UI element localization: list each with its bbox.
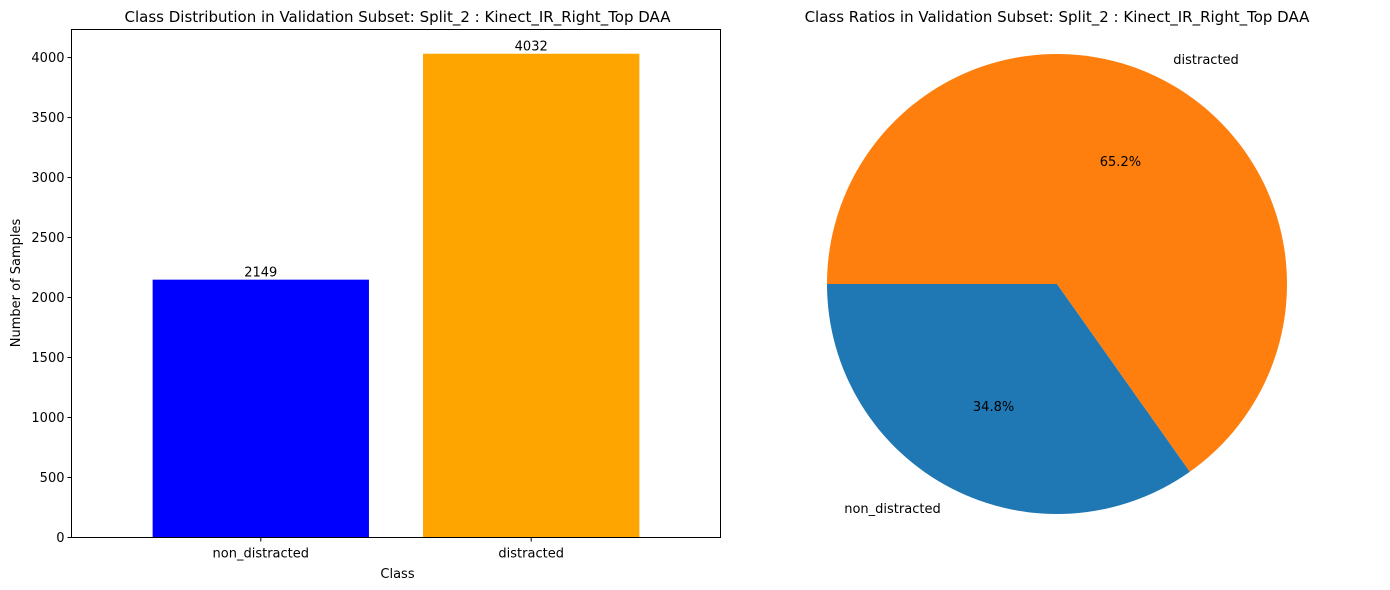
bar-value-label: 2149 [244,266,277,281]
x-tick-label: distracted [498,547,564,562]
x-tick-label: non_distracted [213,547,309,562]
x-axis-ticks: non_distracted distracted [213,537,564,562]
bar-non_distracted [152,279,369,538]
pie-category-label: distracted [1173,53,1239,68]
pie-pct-label: 34.8% [973,400,1014,415]
x-axis-label: Class [380,567,414,582]
y-tick-label: 3500 [31,111,64,126]
pie-labels: 34.8% non_distracted 65.2% distracted [844,53,1239,517]
pie-slice-non_distracted [827,284,1190,514]
pie-slice-distracted [827,53,1287,472]
y-tick-label: 4000 [31,51,64,66]
y-tick-label: 1000 [31,411,64,426]
y-tick-label: 2000 [31,291,64,306]
y-axis-label: Number of Samples [9,219,24,348]
y-tick-label: 2500 [31,231,64,246]
y-tick-label: 0 [56,531,64,546]
y-tick-label: 1500 [31,351,64,366]
pie-slices [827,53,1287,514]
bar-value-label: 4032 [515,40,548,55]
bar-chart: Class Distribution in Validation Subset:… [9,8,721,582]
bar-distracted [423,53,640,538]
y-tick-label: 3000 [31,171,64,186]
y-axis-ticks: 0 500 1000 1500 2000 2500 3000 3500 4000 [31,51,72,546]
bar-marks: 2149 4032 [152,40,640,538]
pie-chart-title: Class Ratios in Validation Subset: Split… [805,8,1311,27]
y-tick-label: 500 [40,471,65,486]
pie-chart: Class Ratios in Validation Subset: Split… [805,8,1311,517]
bar-chart-title: Class Distribution in Validation Subset:… [125,8,672,27]
plot-frame [71,29,721,538]
pie-pct-label: 65.2% [1100,155,1141,170]
pie-category-label: non_distracted [844,502,940,517]
